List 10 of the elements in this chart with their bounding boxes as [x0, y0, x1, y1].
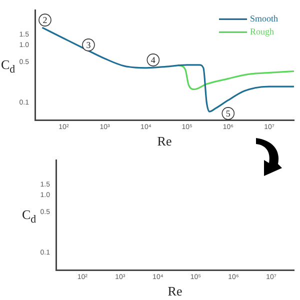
- x-axis-title: Re: [168, 284, 182, 299]
- y-axis-title: C$_{d}$: [22, 207, 36, 226]
- legend-label: Rough: [250, 26, 275, 37]
- annotation: 4: [150, 54, 156, 65]
- annotation: 2: [42, 14, 48, 25]
- y-axis-title: C$_{d}$: [1, 57, 16, 76]
- annotation: 5: [226, 108, 231, 118]
- legend-label: Smooth: [250, 14, 279, 24]
- x-axis-title: Re: [157, 134, 172, 149]
- annotation: 3: [86, 40, 92, 50]
